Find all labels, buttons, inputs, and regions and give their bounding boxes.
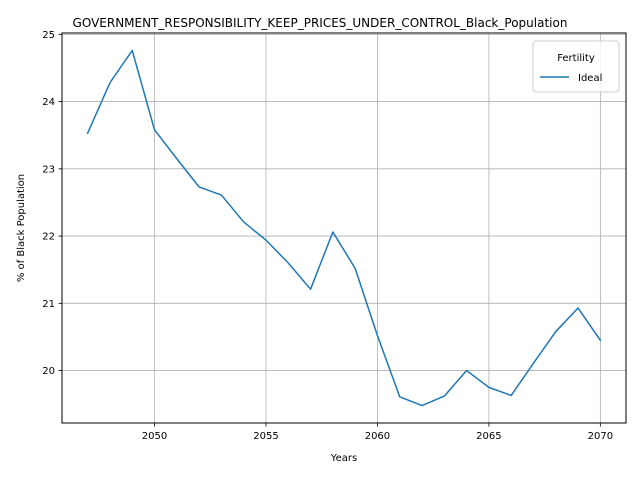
legend-box (532, 40, 620, 93)
y-tick-label: 21 (42, 299, 55, 310)
x-axis: 2050 2055 2060 2065 2070 (142, 423, 613, 442)
y-axis: 20 21 22 23 24 25 (42, 30, 62, 377)
grid (62, 33, 626, 423)
x-tick-label: 2065 (476, 431, 501, 442)
x-tick-label: 2060 (365, 431, 390, 442)
series-line-ideal (86, 49, 602, 407)
y-tick-label: 22 (42, 232, 55, 243)
plot-frame (61, 32, 627, 424)
y-tick-label: 23 (42, 164, 55, 175)
legend: Fertility Ideal (532, 40, 620, 93)
plot-area (62, 33, 626, 423)
x-tick-label: 2055 (253, 431, 278, 442)
y-tick-label: 24 (42, 97, 55, 108)
series-layer (86, 49, 602, 407)
y-tick-label: 20 (42, 366, 55, 377)
chart-title: GOVERNMENT_RESPONSIBILITY_KEEP_PRICES_UN… (73, 16, 568, 30)
legend-title: Fertility (557, 53, 595, 64)
legend-label-ideal: Ideal (578, 73, 602, 84)
x-axis-label: Years (330, 453, 357, 464)
x-tick-label: 2050 (142, 431, 167, 442)
y-axis-label: % of Black Population (16, 174, 27, 282)
x-tick-label: 2070 (588, 431, 613, 442)
y-tick-label: 25 (42, 30, 55, 41)
